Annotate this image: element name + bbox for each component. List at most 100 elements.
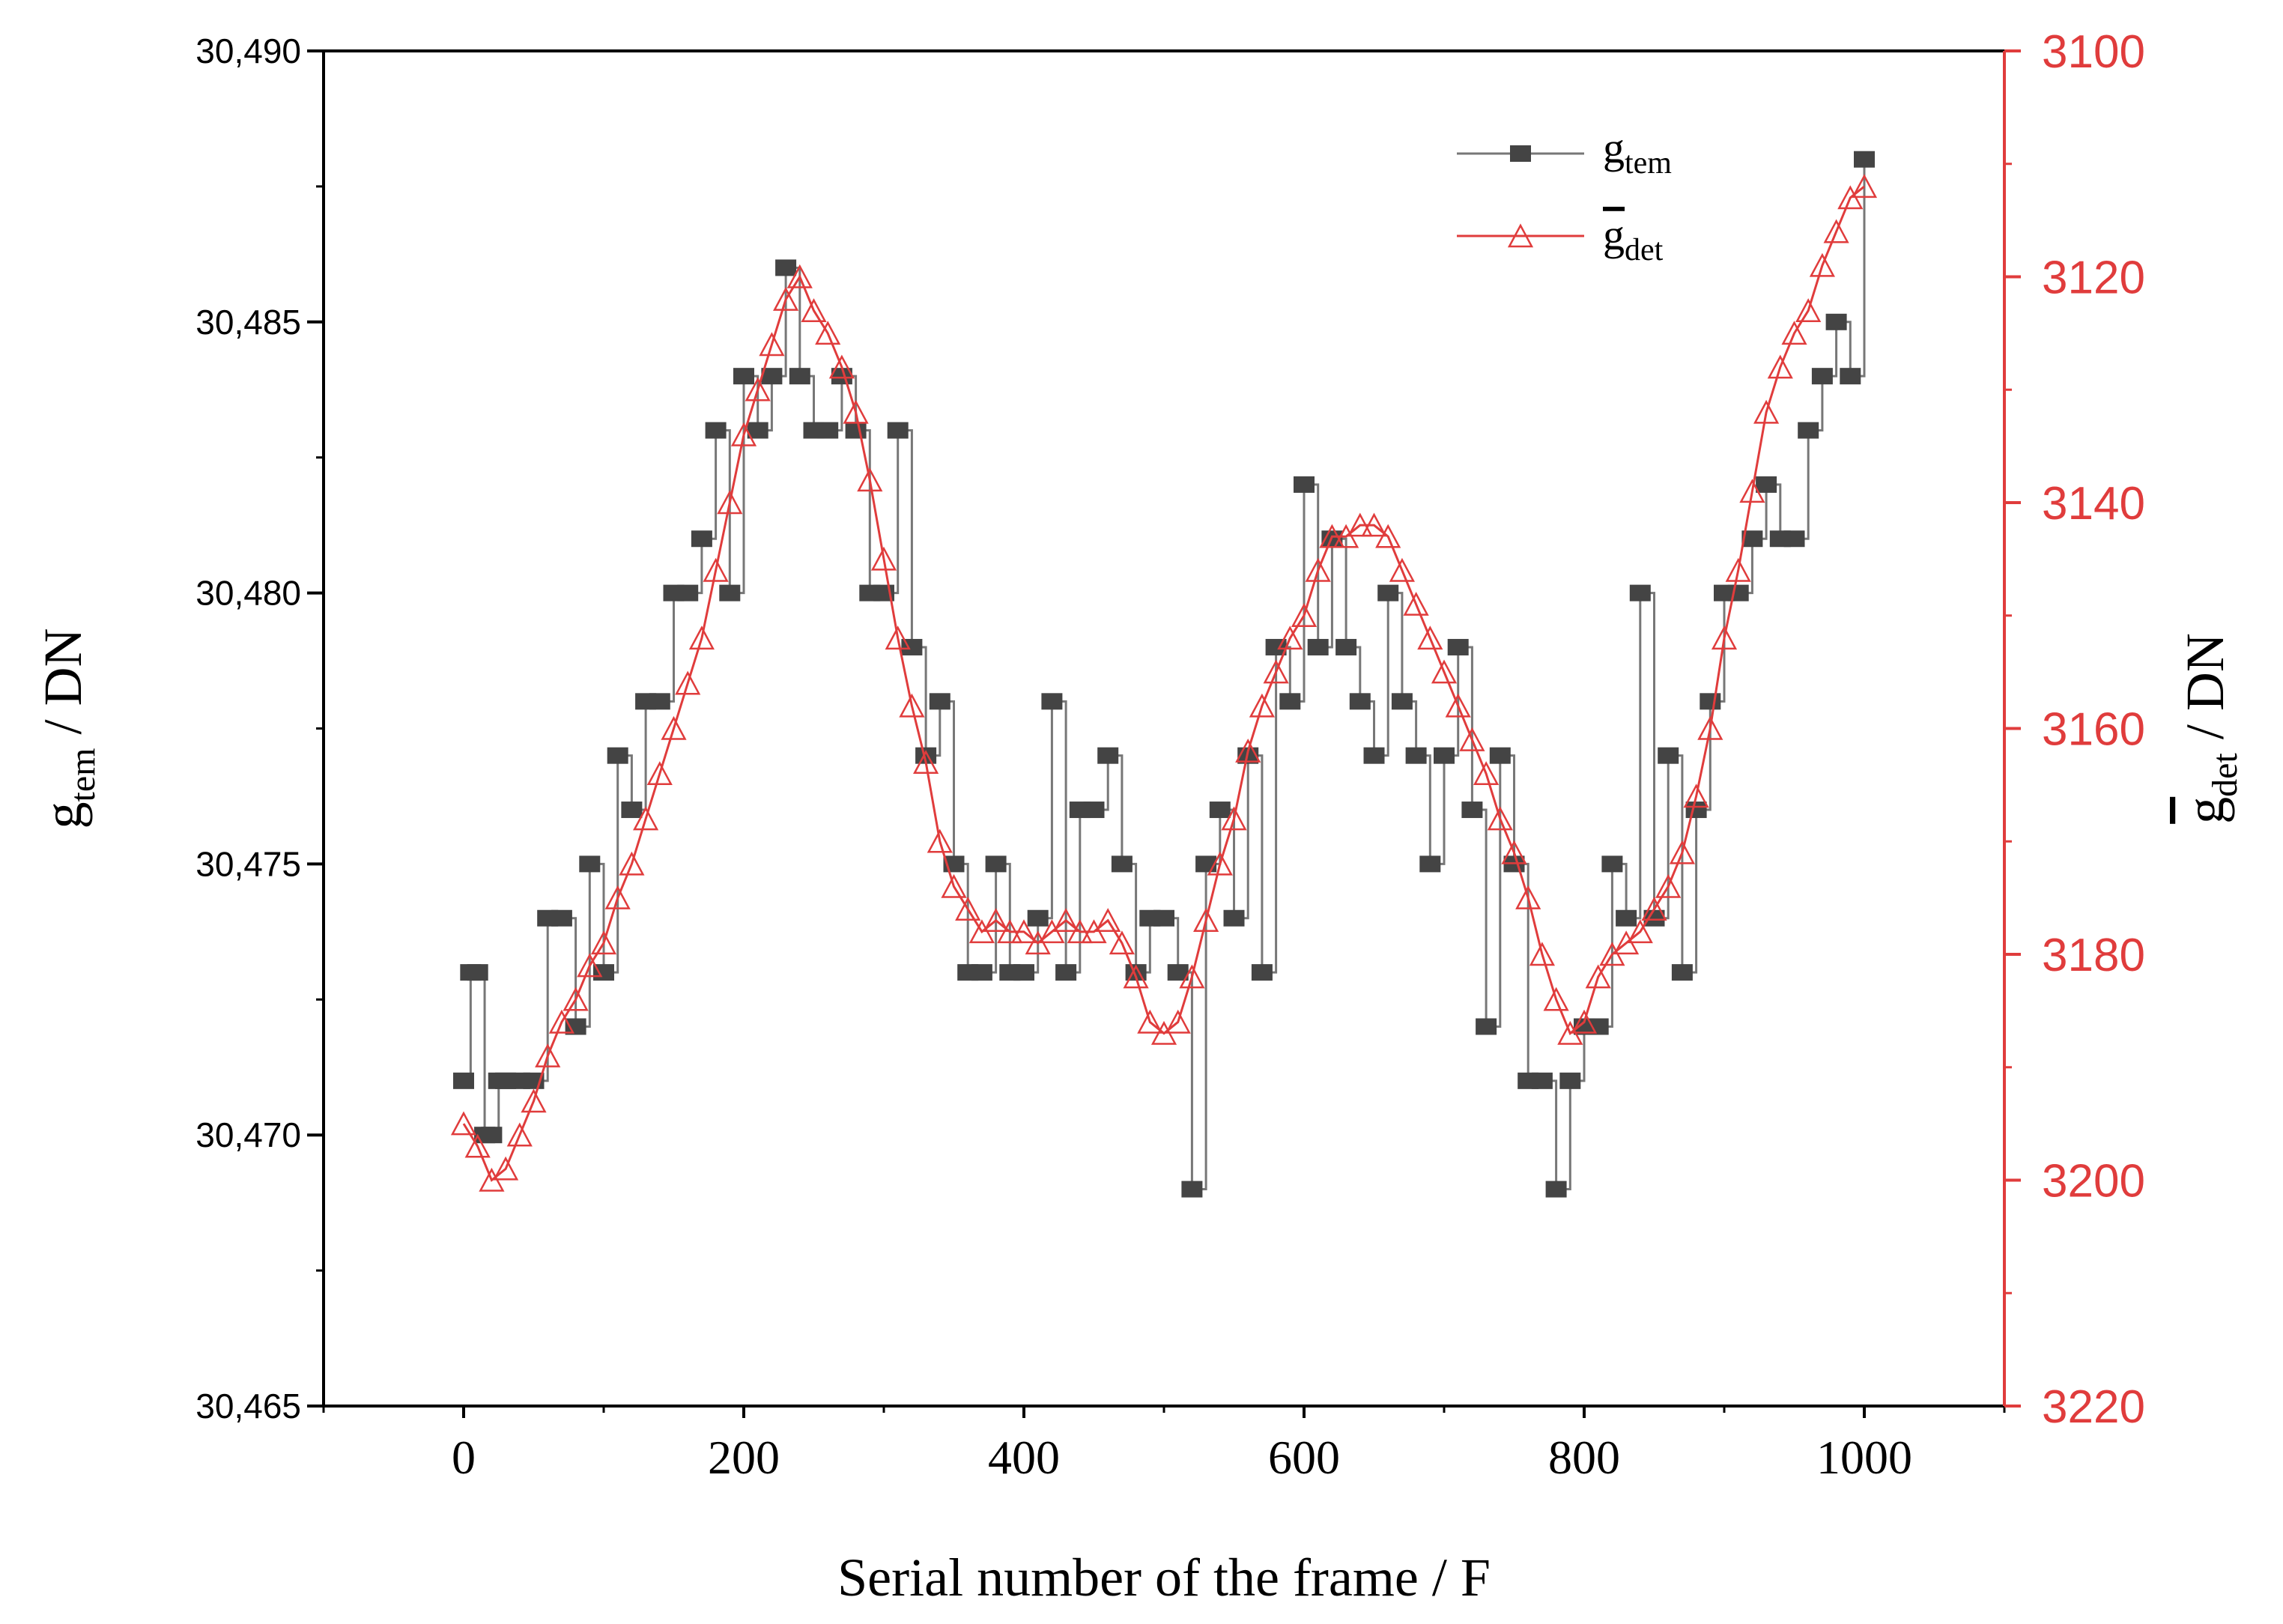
data-point bbox=[1756, 476, 1777, 493]
series-tem bbox=[453, 151, 1875, 1198]
data-point bbox=[467, 964, 488, 981]
data-point bbox=[649, 693, 670, 710]
data-point bbox=[929, 693, 951, 710]
data-point bbox=[997, 919, 1023, 944]
data-point bbox=[786, 264, 813, 288]
data-point bbox=[1823, 219, 1849, 243]
data-point bbox=[733, 368, 754, 385]
y-left-axis-title: gtem / DN bbox=[33, 628, 103, 829]
data-point bbox=[1347, 512, 1373, 537]
data-point bbox=[688, 625, 715, 650]
data-point bbox=[1109, 930, 1135, 955]
data-point bbox=[1669, 840, 1695, 864]
data-point bbox=[1643, 909, 1665, 927]
data-point bbox=[521, 1088, 547, 1113]
data-point bbox=[677, 584, 699, 602]
data-point bbox=[1403, 592, 1429, 616]
data-point bbox=[1753, 399, 1780, 424]
data-point bbox=[1641, 897, 1667, 921]
data-point bbox=[464, 1133, 491, 1158]
data-point bbox=[1123, 964, 1149, 989]
data-point bbox=[1711, 625, 1738, 650]
data-point bbox=[621, 802, 643, 819]
data-point bbox=[913, 750, 939, 774]
data-point bbox=[730, 422, 757, 446]
data-point bbox=[646, 761, 673, 786]
data-point bbox=[450, 1111, 477, 1136]
data-point bbox=[985, 855, 1007, 873]
data-point bbox=[548, 1009, 574, 1034]
data-point bbox=[1445, 693, 1471, 718]
data-point bbox=[1251, 964, 1273, 981]
data-point bbox=[759, 332, 785, 357]
data-point bbox=[1585, 964, 1611, 989]
data-point bbox=[1683, 784, 1709, 808]
data-point bbox=[1461, 802, 1483, 819]
data-point bbox=[828, 354, 855, 379]
data-point bbox=[1013, 964, 1034, 981]
data-point bbox=[705, 422, 727, 439]
x-tick-label: 400 bbox=[988, 1431, 1060, 1484]
data-point bbox=[1700, 693, 1721, 710]
data-point bbox=[703, 557, 729, 582]
legend-label-det: gdet bbox=[1603, 210, 1664, 267]
data-point bbox=[579, 855, 601, 873]
data-point bbox=[1809, 252, 1835, 277]
y-left-tick-label: 30,480 bbox=[195, 574, 301, 613]
data-point bbox=[1221, 806, 1247, 831]
y-right-tick-label: 3160 bbox=[2042, 704, 2145, 756]
data-point bbox=[870, 546, 897, 571]
data-point bbox=[1587, 1018, 1609, 1035]
data-point bbox=[577, 953, 603, 978]
data-point bbox=[1349, 693, 1371, 710]
y-left-title-base: g bbox=[33, 802, 93, 828]
data-point bbox=[691, 530, 712, 548]
data-point bbox=[1543, 987, 1569, 1011]
data-point bbox=[1811, 368, 1833, 385]
data-point bbox=[1431, 659, 1458, 684]
data-point bbox=[1010, 919, 1037, 944]
data-point bbox=[1361, 512, 1387, 537]
data-point bbox=[551, 909, 572, 927]
legend-label-base: g bbox=[1603, 210, 1625, 259]
data-point bbox=[1223, 909, 1245, 927]
data-point bbox=[1559, 1072, 1581, 1089]
x-tick-label: 200 bbox=[708, 1431, 780, 1484]
data-point bbox=[1083, 802, 1105, 819]
data-point bbox=[899, 693, 925, 718]
data-point bbox=[955, 897, 981, 921]
data-point bbox=[1235, 739, 1261, 763]
data-point bbox=[747, 422, 768, 439]
data-point bbox=[1616, 909, 1637, 927]
y-left-tick-label: 30,490 bbox=[195, 31, 301, 70]
x-tick-label: 0 bbox=[452, 1431, 476, 1484]
data-point bbox=[745, 377, 771, 402]
data-point bbox=[1041, 693, 1063, 710]
y-left-tick-label: 30,475 bbox=[195, 844, 301, 883]
x-tick-label: 800 bbox=[1548, 1431, 1620, 1484]
y-right-tick-label: 3120 bbox=[2042, 252, 2145, 304]
data-point bbox=[590, 930, 617, 955]
data-point bbox=[1249, 693, 1275, 718]
y-left-tick-label: 30,470 bbox=[195, 1115, 301, 1154]
y-left-title-suffix: / DN bbox=[33, 628, 93, 748]
y-right-title-suffix: / DN bbox=[2175, 633, 2235, 753]
data-point bbox=[1725, 557, 1751, 582]
data-point bbox=[1165, 1009, 1191, 1034]
plot-layer: 0 200 400 600 800 1000 30,465 30,470 30,475 30,48… bbox=[33, 26, 2245, 1608]
data-point bbox=[1487, 806, 1513, 831]
y-right-tick-label: 3220 bbox=[2042, 1381, 2145, 1433]
data-point bbox=[1515, 885, 1541, 909]
data-point bbox=[565, 1018, 586, 1035]
data-point bbox=[453, 1072, 474, 1089]
data-point bbox=[1111, 855, 1133, 873]
data-point bbox=[675, 670, 701, 695]
x-tick-label: 1000 bbox=[1816, 1431, 1912, 1484]
data-point bbox=[1067, 919, 1093, 944]
data-point bbox=[1798, 422, 1819, 439]
data-point bbox=[1207, 851, 1233, 876]
data-point bbox=[1825, 313, 1847, 330]
